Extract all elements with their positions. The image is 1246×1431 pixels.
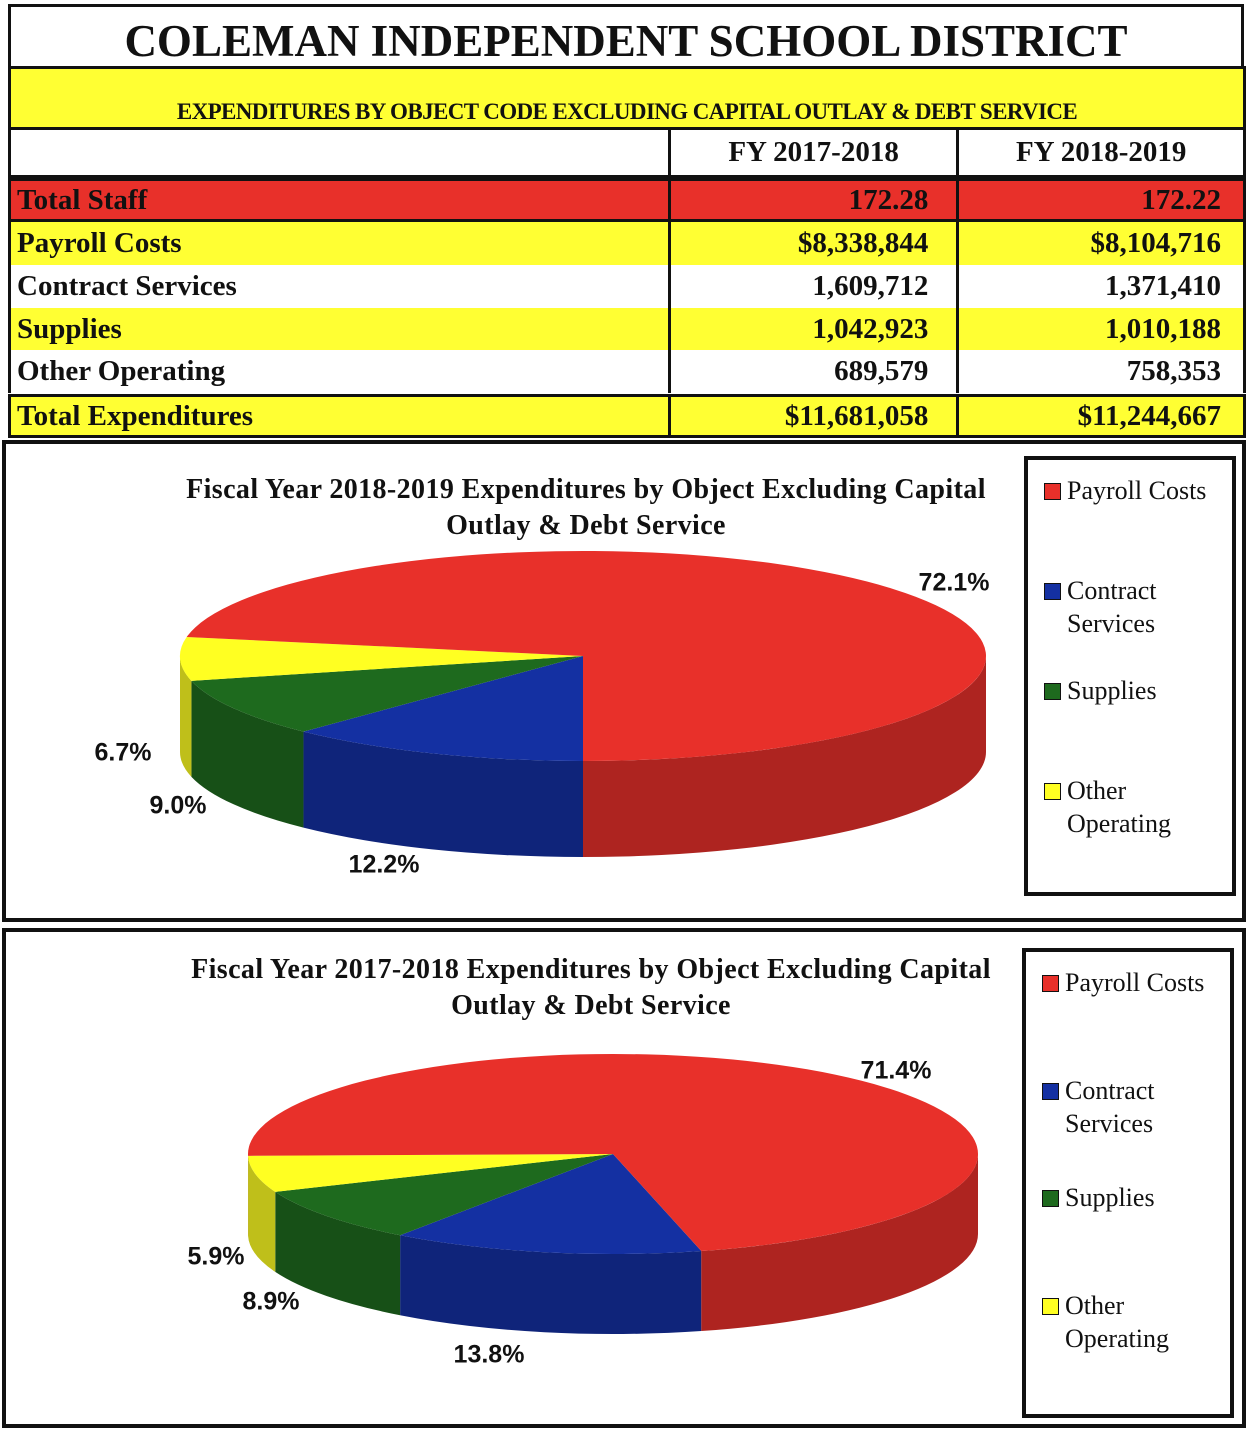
slice-side bbox=[275, 1191, 401, 1316]
legend-item: Payroll Costs bbox=[1044, 474, 1227, 507]
column-header: FY 2017-2018 bbox=[667, 130, 957, 175]
legend: Payroll Costs Contract Services Supplies Ot… bbox=[1024, 456, 1236, 896]
table-row: Supplies 1,042,923 1,010,188 bbox=[8, 308, 1246, 350]
subtitle: EXPENDITURES BY OBJECT CODE EXCLUDING CA… bbox=[8, 66, 1246, 130]
slice-side bbox=[400, 1235, 702, 1334]
data-label: 9.0% bbox=[150, 792, 207, 820]
title: COLEMAN INDEPENDENT SCHOOL DISTRICT bbox=[8, 4, 1244, 66]
legend-label: Contract Services bbox=[1067, 576, 1157, 638]
slice bbox=[303, 656, 583, 761]
cell: $8,104,716 bbox=[956, 222, 1243, 265]
legend-swatch bbox=[1042, 1190, 1059, 1207]
legend-label: Contract Services bbox=[1065, 1075, 1155, 1138]
header-cell bbox=[11, 130, 668, 175]
slice-side bbox=[701, 1154, 978, 1332]
chart-title: Fiscal Year 2018-2019 Expenditures by Ob… bbox=[186, 474, 986, 541]
pie-chart: 72.1% 12.2% 9.0% 6.7% bbox=[95, 551, 990, 879]
row-label: Payroll Costs bbox=[17, 227, 182, 259]
cell: 1,609,712 bbox=[667, 265, 957, 308]
slice-side bbox=[303, 731, 583, 857]
legend-item: Contract Services bbox=[1042, 1074, 1225, 1140]
legend-label: Other Operating bbox=[1067, 776, 1171, 838]
legend-swatch bbox=[1044, 783, 1061, 800]
legend-swatch bbox=[1042, 1082, 1059, 1100]
chart-panel: 72.1% 12.2% 9.0% 6.7% Fiscal Year 2018-2019 … bbox=[2, 440, 1246, 922]
legend-swatch bbox=[1042, 975, 1059, 992]
slice bbox=[275, 1154, 613, 1236]
legend-swatch bbox=[1044, 483, 1061, 500]
table-row: Other Operating 689,579 758,353 bbox=[8, 350, 1246, 393]
table-row: Total Expenditures $11,681,058 $11,244,667 bbox=[8, 394, 1246, 438]
legend-label: Payroll Costs bbox=[1065, 968, 1205, 997]
slice bbox=[191, 656, 583, 732]
pie-chart: 71.4% 13.8% 8.9% 5.9% bbox=[188, 1054, 978, 1369]
row-label: Contract Services bbox=[17, 270, 237, 302]
row-label: Other Operating bbox=[17, 355, 226, 387]
slice-side bbox=[191, 680, 304, 828]
legend-swatch bbox=[1044, 683, 1061, 700]
data-label: 72.1% bbox=[919, 569, 990, 597]
data-label: 5.9% bbox=[188, 1243, 245, 1271]
cell: 758,353 bbox=[956, 350, 1243, 393]
row-label: Total Expenditures bbox=[17, 399, 254, 432]
slice bbox=[400, 1154, 702, 1254]
legend-item: Contract Services bbox=[1044, 574, 1227, 640]
legend-label: Supplies bbox=[1067, 676, 1157, 705]
table-header: FY 2017-2018 FY 2018-2019 bbox=[8, 130, 1246, 178]
cell: 172.22 bbox=[956, 181, 1243, 219]
slice-side bbox=[583, 656, 986, 857]
slice bbox=[248, 1154, 614, 1192]
row-label: Total Staff bbox=[17, 183, 148, 216]
legend-item: Payroll Costs bbox=[1042, 966, 1225, 999]
legend-item: Other Operating bbox=[1044, 774, 1227, 840]
table-row: Total Staff 172.28 172.22 bbox=[8, 178, 1246, 222]
table-row: Payroll Costs $8,338,844 $8,104,716 bbox=[8, 222, 1246, 265]
cell: 689,579 bbox=[667, 350, 957, 393]
slice-side bbox=[248, 1155, 276, 1272]
slice-side bbox=[180, 656, 192, 777]
chart-panel: 71.4% 13.8% 8.9% 5.9% Fiscal Year 2017-2018 … bbox=[2, 928, 1246, 1428]
cell: 1,010,188 bbox=[956, 308, 1243, 350]
legend-label: Supplies bbox=[1065, 1183, 1155, 1212]
legend-swatch bbox=[1044, 583, 1061, 600]
slice bbox=[186, 551, 987, 761]
cell: $11,244,667 bbox=[956, 397, 1243, 435]
data-label: 6.7% bbox=[95, 739, 152, 767]
slice bbox=[179, 636, 583, 681]
legend-item: Other Operating bbox=[1042, 1289, 1225, 1355]
legend-label: Payroll Costs bbox=[1067, 476, 1207, 505]
row-label: Supplies bbox=[17, 312, 122, 345]
data-label: 13.8% bbox=[454, 1341, 525, 1369]
cell: 1,371,410 bbox=[956, 265, 1243, 308]
cell: $11,681,058 bbox=[667, 397, 957, 435]
legend-item: Supplies bbox=[1044, 674, 1227, 707]
cell: $8,338,844 bbox=[667, 222, 957, 265]
legend-item: Supplies bbox=[1042, 1181, 1225, 1214]
cell: 172.28 bbox=[667, 181, 957, 219]
table-row: Contract Services 1,609,712 1,371,410 bbox=[8, 265, 1246, 308]
legend: Payroll Costs Contract Services Supplies Ot… bbox=[1022, 948, 1234, 1418]
legend-swatch bbox=[1042, 1297, 1059, 1315]
column-header: FY 2018-2019 bbox=[956, 130, 1243, 175]
legend-label: Other Operating bbox=[1065, 1290, 1169, 1353]
slice bbox=[248, 1054, 978, 1252]
data-label: 12.2% bbox=[349, 851, 420, 879]
cell: 1,042,923 bbox=[667, 308, 957, 350]
data-label: 8.9% bbox=[243, 1288, 300, 1316]
data-label: 71.4% bbox=[861, 1057, 932, 1085]
chart-title: Fiscal Year 2017-2018 Expenditures by Ob… bbox=[191, 954, 991, 1021]
